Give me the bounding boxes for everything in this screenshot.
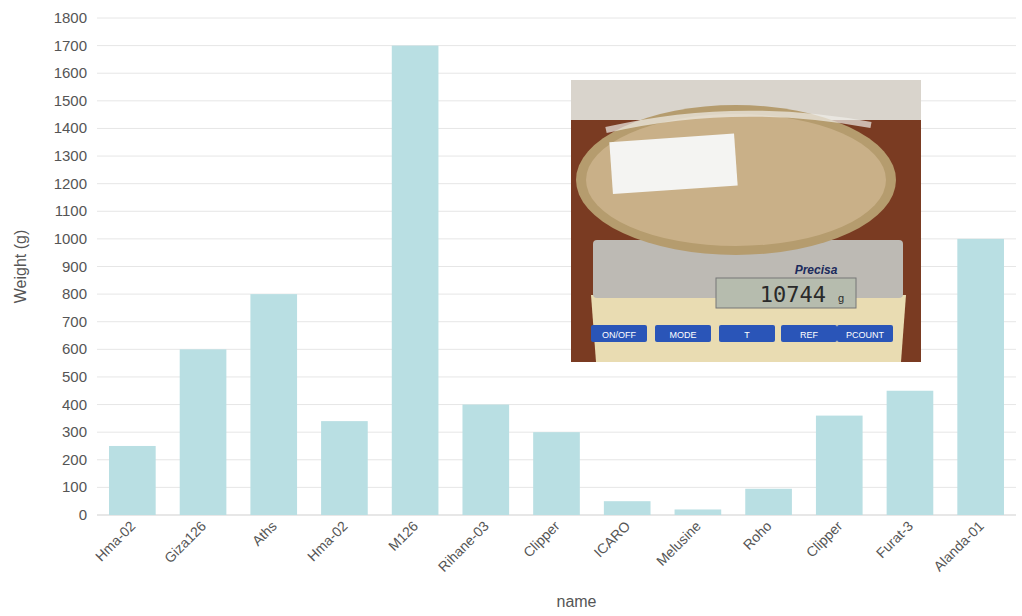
y-tick-label: 500 <box>62 368 87 385</box>
x-tick-label: Giza126 <box>161 518 209 566</box>
x-tick-label: Hma-02 <box>304 518 351 565</box>
bar <box>321 421 368 515</box>
x-tick-label: Roho <box>740 518 775 553</box>
grid-line <box>97 45 1016 46</box>
x-axis-title: name <box>556 593 596 610</box>
y-tick-label: 200 <box>62 451 87 468</box>
bar <box>180 349 227 515</box>
x-tick-label: Rihane-03 <box>435 518 492 575</box>
bar <box>250 294 297 515</box>
y-tick-label: 400 <box>62 396 87 413</box>
bar <box>887 391 934 515</box>
grid <box>97 18 1016 515</box>
annotation: PCOUNT <box>846 330 885 340</box>
annotation: T <box>744 330 750 340</box>
x-tick-label: Clipper <box>803 518 846 561</box>
y-tick-label: 0 <box>79 506 87 523</box>
y-tick-label: 1600 <box>54 64 87 81</box>
x-tick-label: Melusine <box>653 518 704 569</box>
x-tick-label: ICARO <box>591 518 634 561</box>
inset-photo <box>571 80 921 362</box>
y-tick-label: 100 <box>62 478 87 495</box>
bar <box>392 46 439 515</box>
annotation: MODE <box>670 330 697 340</box>
y-tick-label: 1800 <box>54 9 87 26</box>
y-tick-label: 1500 <box>54 92 87 109</box>
bar <box>957 239 1004 515</box>
y-tick-label: 1000 <box>54 230 87 247</box>
grid-line <box>97 73 1016 74</box>
x-tick-label: Alanda-01 <box>930 518 987 575</box>
x-tick-label: Aths <box>249 518 280 549</box>
y-tick-label: 600 <box>62 340 87 357</box>
y-tick-label: 1400 <box>54 119 87 136</box>
bar <box>533 432 580 515</box>
x-tick-label: M126 <box>385 518 421 554</box>
chart: 0 100 200 300 400 500 600 700 800 900 1000 1100 1200… <box>0 0 1022 616</box>
bar <box>462 405 509 515</box>
bar <box>109 446 156 515</box>
grid-line <box>97 18 1016 19</box>
annotation: ON/OFF <box>602 330 636 340</box>
bar <box>675 509 722 515</box>
bar <box>604 501 651 515</box>
x-tick-label: Clipper <box>520 518 563 561</box>
y-tick-label: 1300 <box>54 147 87 164</box>
y-tick-label: 700 <box>62 313 87 330</box>
bars <box>109 46 1004 515</box>
y-tick-label: 300 <box>62 423 87 440</box>
annotation: g <box>838 292 844 304</box>
y-tick-label: 1700 <box>54 37 87 54</box>
annotation: Precisa <box>795 263 838 277</box>
bar <box>816 416 863 515</box>
annotation: REF <box>800 330 819 340</box>
x-tick-label: Furat-3 <box>873 518 916 561</box>
bar <box>745 489 792 515</box>
y-tick-label: 1100 <box>55 202 87 219</box>
y-tick-label: 1200 <box>54 175 87 192</box>
grid-line <box>97 404 1016 405</box>
x-tick-label: Hma-02 <box>92 518 139 565</box>
y-axis-title: Weight (g) <box>12 230 29 304</box>
y-tick-label: 800 <box>62 285 87 302</box>
annotation: 10744 <box>760 282 826 307</box>
y-tick-label: 900 <box>62 258 87 275</box>
grid-line <box>97 376 1016 377</box>
